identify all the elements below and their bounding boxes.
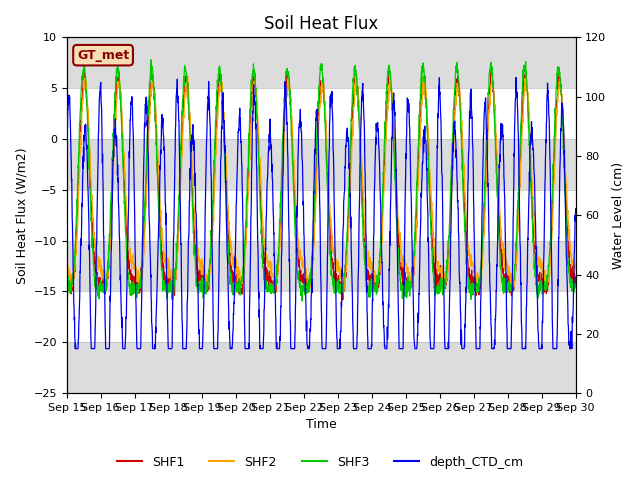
Bar	[67, 240, 575, 291]
Legend: SHF1, SHF2, SHF3, depth_CTD_cm: SHF1, SHF2, SHF3, depth_CTD_cm	[112, 451, 528, 474]
Text: GT_met: GT_met	[77, 48, 129, 62]
Bar	[67, 139, 575, 190]
X-axis label: Time: Time	[306, 419, 337, 432]
Title: Soil Heat Flux: Soil Heat Flux	[264, 15, 378, 33]
Y-axis label: Water Level (cm): Water Level (cm)	[612, 162, 625, 269]
Bar	[67, 37, 575, 88]
Y-axis label: Soil Heat Flux (W/m2): Soil Heat Flux (W/m2)	[15, 147, 28, 284]
Bar	[67, 342, 575, 393]
